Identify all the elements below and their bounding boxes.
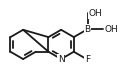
Text: B: B — [84, 25, 91, 34]
Text: F: F — [85, 55, 90, 64]
Text: OH: OH — [105, 25, 118, 34]
Text: OH: OH — [89, 9, 102, 18]
Text: N: N — [58, 55, 65, 64]
